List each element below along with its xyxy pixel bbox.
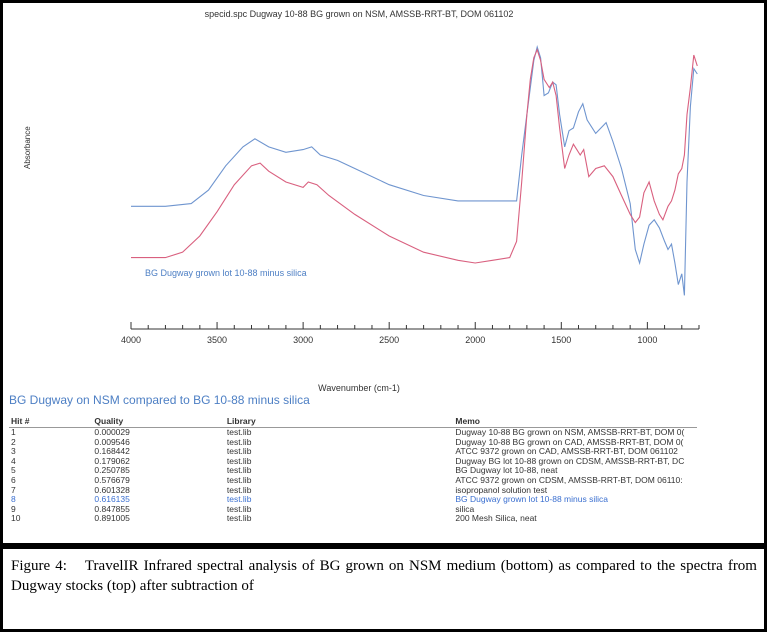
x-tick-label: 2000	[465, 335, 485, 345]
caption-text: TravelIR Infrared spectral analysis of B…	[11, 558, 757, 594]
hit-number: 9	[11, 504, 16, 514]
quality-value: 0.179062	[94, 456, 130, 466]
spectrum-annotation: BG Dugway grown lot 10-88 minus silica	[145, 268, 307, 278]
memo-text: isopropanol solution test	[455, 485, 548, 495]
library-name: test.lib	[226, 495, 252, 505]
library-name: test.lib	[226, 504, 252, 514]
x-tick-label: 1000	[637, 335, 657, 345]
figure-caption: Figure 4: TravelIR Infrared spectral anal…	[11, 556, 757, 596]
memo-text: 200 Mesh Silica, neat	[455, 514, 537, 524]
chart-title: specid.spc Dugway 10-88 BG grown on NSM,…	[204, 9, 514, 19]
library-name: test.lib	[226, 447, 252, 457]
library-name: test.lib	[226, 437, 252, 447]
library-name: test.lib	[226, 514, 252, 524]
x-tick-label: 2500	[379, 335, 399, 345]
hit-number: 1	[11, 427, 16, 437]
spectrum-plot: specid.spc Dugway 10-88 BG grown on NSM,…	[9, 9, 709, 393]
hit-number: 5	[11, 466, 16, 476]
quality-value: 0.000029	[94, 427, 130, 437]
hit-number: 10	[11, 514, 21, 524]
quality-value: 0.601328	[94, 485, 130, 495]
quality-value: 0.576679	[94, 475, 130, 485]
table-row[interactable]: 9 0.847855 test.lib silica	[9, 505, 697, 515]
x-tick-label: 4000	[121, 335, 141, 345]
memo-text: BG Dugway grown lot 10-88 minus silica	[455, 495, 608, 505]
quality-value: 0.847855	[94, 504, 130, 514]
hit-number: 7	[11, 485, 16, 495]
hit-number: 4	[11, 456, 16, 466]
hit-number: 6	[11, 475, 16, 485]
table-header-row: Hit # Quality Library Memo	[9, 415, 697, 428]
x-axis-label: Wavenumber (cm-1)	[318, 383, 400, 393]
caption-divider	[3, 543, 764, 549]
library-name: test.lib	[226, 456, 252, 466]
memo-text: BG Dugway lot 10-88, neat	[455, 466, 558, 476]
quality-value: 0.009546	[94, 437, 130, 447]
library-name: test.lib	[226, 475, 252, 485]
table-row[interactable]: 2 0.009546 test.lib Dugway 10-88 BG grown o…	[9, 438, 697, 448]
memo-text: ATCC 9372 grown on CDSM, AMSSB-RRT-BT, D…	[455, 475, 683, 485]
hit-number: 2	[11, 437, 16, 447]
table-row[interactable]: 8 0.616135 test.lib BG Dugway grown lot 10-…	[9, 495, 697, 505]
quality-value: 0.250785	[94, 466, 130, 476]
table-row[interactable]: 7 0.601328 test.lib isopropanol solution te…	[9, 486, 697, 496]
header-quality: Quality	[92, 415, 225, 428]
quality-value: 0.616135	[94, 495, 130, 505]
table-row[interactable]: 10 0.891005 test.lib 200 Mesh Silica, neat	[9, 514, 697, 524]
memo-text: silica	[455, 504, 475, 514]
table-row[interactable]: 4 0.179062 test.lib Dugway BG lot 10-88 gro…	[9, 457, 697, 467]
hit-list-table: Hit # Quality Library Memo 1 0.000029 test…	[9, 415, 697, 524]
header-library: Library	[224, 415, 454, 428]
table-row[interactable]: 1 0.000029 test.lib Dugway 10-88 BG grown o…	[9, 428, 697, 438]
x-tick-label: 3000	[293, 335, 313, 345]
plot-area: 4000 3500 3000 2500 2000 1500 1000 BG Dugway gr…	[121, 44, 700, 345]
library-name: test.lib	[226, 485, 252, 495]
quality-value: 0.891005	[94, 514, 130, 524]
memo-text: Dugway 10-88 BG grown on NSM, AMSSB-RRT-…	[455, 427, 685, 437]
search-subtitle: BG Dugway on NSM compared to BG 10-88 mi…	[9, 393, 310, 407]
series-line-bottom	[131, 48, 698, 264]
quality-value: 0.168442	[94, 447, 130, 457]
memo-text: Dugway BG lot 10-88 grown on CDSM, AMSSB…	[455, 456, 685, 466]
caption-label: Figure 4:	[11, 558, 67, 574]
library-name: test.lib	[226, 466, 252, 476]
series-line-top	[131, 44, 698, 296]
hit-number: 3	[11, 447, 16, 457]
header-memo: Memo	[453, 415, 697, 428]
table-row[interactable]: 6 0.576679 test.lib ATCC 9372 grown on CDSM…	[9, 476, 697, 486]
header-hit: Hit #	[9, 415, 93, 428]
memo-text: ATCC 9372 grown on CAD, AMSSB-RRT-BT, DO…	[455, 447, 678, 457]
library-name: test.lib	[226, 427, 252, 437]
x-tick-label: 1500	[551, 335, 571, 345]
hit-number: 8	[11, 495, 16, 505]
table-row[interactable]: 5 0.250785 test.lib BG Dugway lot 10-88, ne…	[9, 466, 697, 476]
x-tick-label: 3500	[207, 335, 227, 345]
table-row[interactable]: 3 0.168442 test.lib ATCC 9372 grown on CAD,…	[9, 447, 697, 457]
memo-text: Dugway 10-88 BG grown on CAD, AMSSB-RRT-…	[455, 437, 684, 447]
y-axis-label: Absorbance	[23, 126, 32, 169]
